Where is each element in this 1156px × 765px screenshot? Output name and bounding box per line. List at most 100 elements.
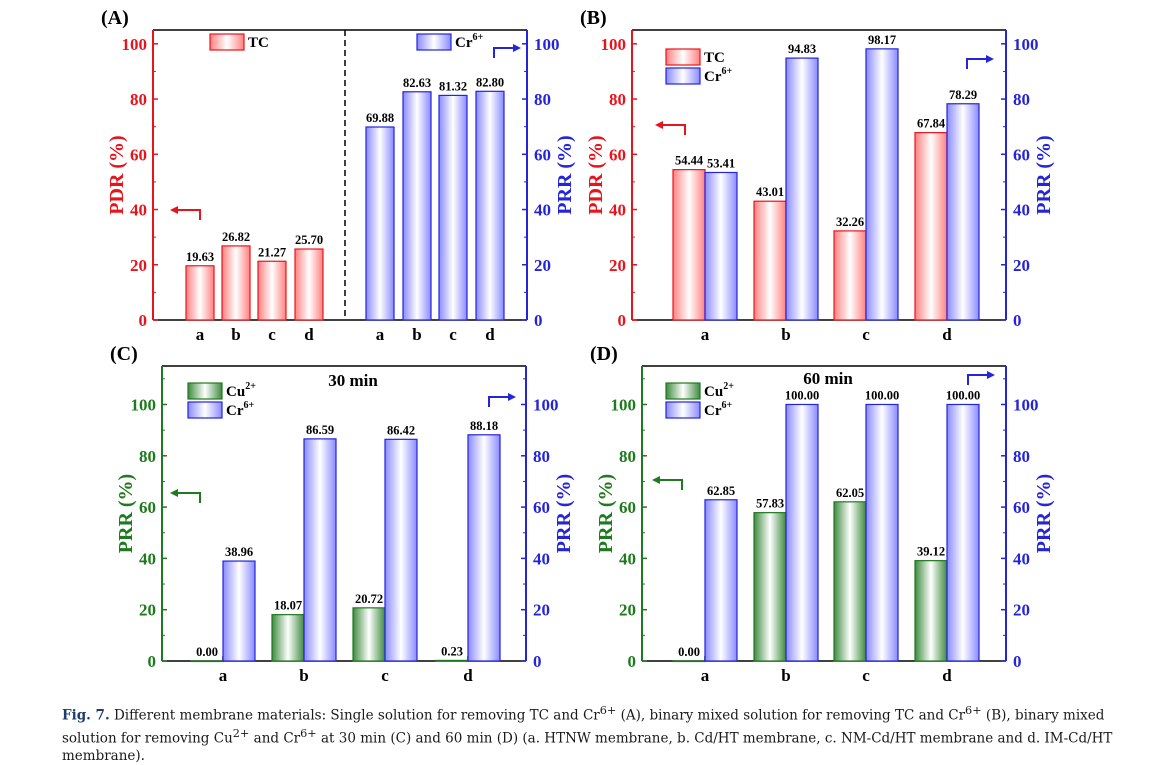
legend-superscript: 6+ [722, 66, 733, 77]
panel-d-left-axis-title: PRR (%) [595, 474, 617, 553]
legend-main-text: TC [248, 35, 269, 51]
panel-c-legend-swatch-cr6 [187, 401, 223, 419]
panel-a-panel-label: (A) [101, 7, 129, 29]
caption-text-1: Different membrane materials: Single sol… [113, 707, 600, 724]
panel-d-right-tick-label: 60 [1013, 498, 1030, 517]
panel-b-x-tick-label: a [701, 325, 710, 344]
panel-a-x-tick-label: c [268, 325, 276, 344]
legend-superscript: 2+ [245, 381, 256, 392]
panel-d-left-tick-label: 60 [619, 498, 636, 517]
panel-d-title: 60 min [803, 369, 853, 388]
panel-d-x-tick-label: b [781, 666, 790, 685]
arrow-shaft [176, 492, 201, 503]
panel-c-data-label-cu2: 0.23 [441, 644, 463, 658]
panel-a-right-tick-label: 0 [534, 311, 543, 330]
panel-b-right-tick-label: 0 [1013, 311, 1022, 330]
panel-c-bar-cu2 [190, 660, 224, 663]
panel-a-left-tick-label: 80 [130, 90, 147, 109]
panel-a-right-tick-label: 80 [534, 90, 551, 109]
panel-d-chart: 0 20 40 60 80 100 0 20 40 60 80 100 PRR (%) PRR (%) (D… [590, 343, 1055, 685]
panel-a-x-tick-label: c [449, 325, 457, 344]
panel-c-right-axis-title: PRR (%) [553, 474, 575, 553]
panel-b-left-tick-label: 20 [609, 256, 626, 275]
panel-a-legend-swatch-cr6 [416, 33, 452, 51]
panel-a-x-tick-label: b [231, 325, 240, 344]
legend-superscript: 6+ [244, 400, 255, 411]
legend-main-text: Cr [704, 69, 722, 85]
caption-text-2: (A), binary mixed solution for removing … [616, 707, 966, 724]
panel-c-bar-cu2 [352, 607, 386, 662]
panel-d-data-label-cr6: 100.00 [785, 388, 819, 402]
legend-main-text: Cu [704, 384, 723, 400]
panel-c-right-tick-label: 80 [533, 447, 550, 466]
panel-a-x-tick-label: d [485, 325, 495, 344]
panel-d-panel-label: (D) [590, 343, 618, 365]
panel-b-right-tick-label: 60 [1013, 145, 1030, 164]
arrow-shaft [966, 58, 987, 69]
panel-b-bar-cr6 [946, 103, 980, 321]
panel-a-bar-cr6 [438, 94, 468, 321]
arrow-shaft [488, 396, 509, 407]
legend-main-text: Cr [704, 403, 722, 419]
panel-d-bar-cr6 [865, 403, 899, 662]
panel-b-right-tick-label: 80 [1013, 90, 1030, 109]
panel-c-left-tick-label: 0 [148, 652, 157, 671]
panel-a-bar-tc [294, 248, 324, 321]
legend-main-text: Cr [455, 35, 473, 51]
legend-main-text: Cu [226, 384, 245, 400]
legend-superscript: 2+ [723, 381, 734, 392]
panel-d-right-tick-label: 20 [1013, 601, 1030, 620]
panel-a-right-tick-label: 100 [534, 35, 560, 54]
panel-a-x-tick-label: b [412, 325, 421, 344]
panel-b-bar-tc [753, 200, 787, 321]
legend-superscript: 6+ [473, 32, 484, 43]
panel-b-left-tick-label: 40 [609, 201, 626, 220]
panel-d-left-tick-label: 40 [619, 549, 636, 568]
arrow-head [513, 44, 521, 52]
panel-b-data-label-tc: 32.26 [836, 215, 864, 229]
caption-sup-1: 6+ [599, 704, 617, 717]
arrow-head [170, 206, 178, 214]
panel-b-left-tick-label: 0 [618, 311, 627, 330]
panel-c-left-axis-arrow-icon [170, 489, 201, 503]
panel-a-bar-cr6 [365, 126, 395, 321]
panel-d-left-tick-label: 80 [619, 447, 636, 466]
panel-d-right-tick-label: 0 [1013, 652, 1022, 671]
panel-c-left-axis-title: PRR (%) [115, 474, 137, 553]
panel-d-legend-swatch-cu2 [665, 382, 701, 400]
caption-sup-3: 2+ [232, 726, 250, 740]
panel-c-right-tick-label: 0 [533, 652, 542, 671]
panel-a-left-tick-label: 60 [130, 145, 147, 164]
panel-d-bar-cu2 [672, 660, 706, 663]
panel-d-x-tick-label: a [701, 666, 710, 685]
panel-c-x-tick-label: c [381, 666, 389, 685]
panel-c-data-label-cr6: 86.59 [306, 423, 334, 437]
panel-c-x-tick-label: d [463, 666, 473, 685]
panel-c-left-tick-label: 80 [139, 447, 156, 466]
arrow-head [655, 121, 663, 129]
panel-d-data-label-cu2: 62.05 [836, 486, 864, 500]
panel-a-right-tick-label: 60 [534, 145, 551, 164]
panel-c-left-tick-label: 20 [139, 601, 156, 620]
panel-a-chart: 0 20 40 60 80 100 0 20 40 60 80 100 PDR (%) PRR (%) (A… [101, 7, 576, 344]
panel-d-left-tick-label: 100 [611, 395, 637, 414]
arrow-shaft [967, 374, 988, 385]
arrow-shaft [493, 47, 514, 58]
panel-d-bar-cr6 [946, 403, 980, 662]
panel-c-legend-label-cu2: Cu2+ [226, 381, 256, 400]
panel-b-legend-swatch-tc [665, 48, 701, 66]
panel-d-right-tick-label: 100 [1013, 395, 1039, 414]
panel-b-bar-cr6 [865, 48, 899, 321]
panel-c-panel-label: (C) [110, 343, 138, 365]
panel-c-bar-cr6 [384, 438, 418, 662]
panel-c-data-label-cr6: 88.18 [470, 419, 498, 433]
caption-text-4: and Cr [249, 730, 301, 746]
arrow-head [986, 55, 994, 63]
panel-b-bar-tc [672, 169, 706, 321]
panel-a-bar-tc [221, 245, 251, 321]
panel-d-data-label-cr6: 100.00 [865, 388, 899, 402]
panel-a-legend-label-cr6: Cr6+ [455, 32, 484, 51]
panel-c-right-tick-label: 100 [533, 395, 559, 414]
panel-d-right-tick-label: 80 [1013, 447, 1030, 466]
panel-a-right-tick-label: 40 [534, 201, 551, 220]
